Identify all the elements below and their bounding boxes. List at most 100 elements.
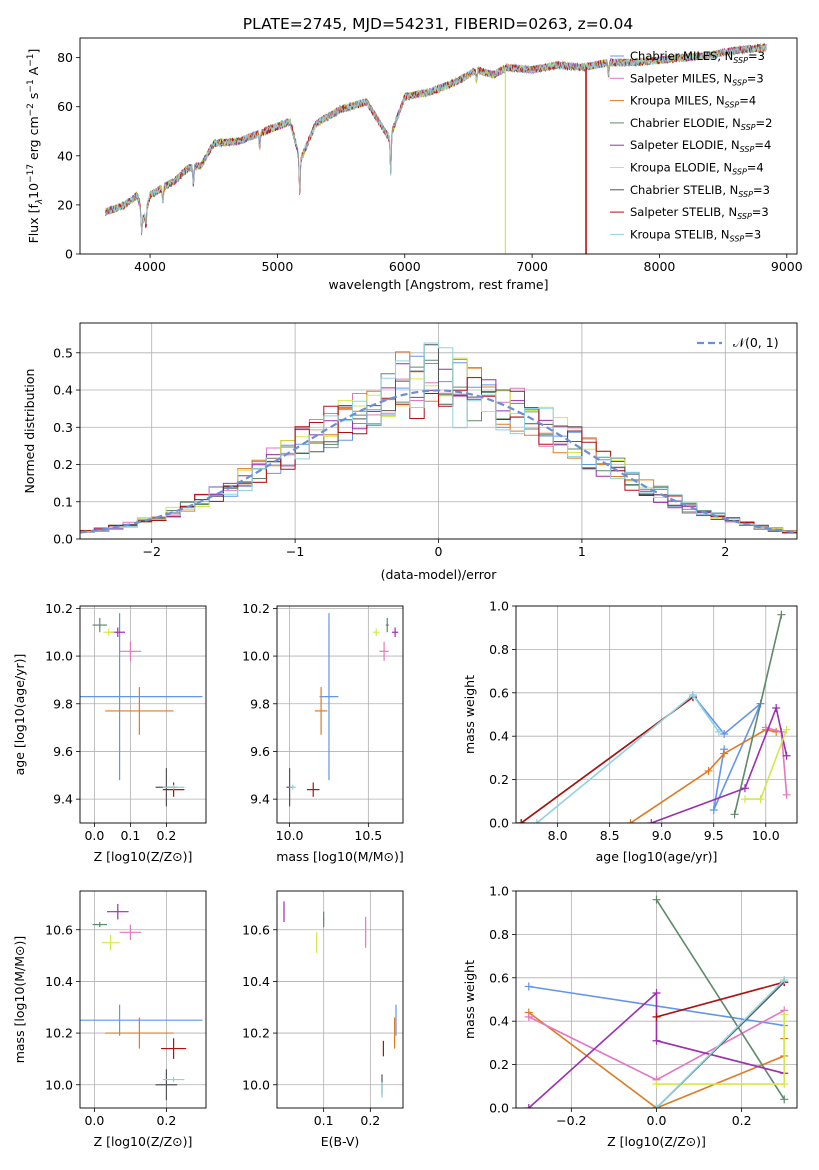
panel-spectrum: 4000 5000 6000 7000 8000 9000 0 20 40 60 80 wavelen… bbox=[26, 37, 803, 292]
x-tick-label: 10.5 bbox=[354, 828, 382, 843]
y-tick-label: 9.4 bbox=[53, 792, 73, 807]
axes-frame bbox=[79, 322, 798, 540]
x-axis-label: Z [log10(Z/Z⊙)] bbox=[94, 849, 193, 864]
x-axis-label: E(B-V) bbox=[321, 1134, 360, 1149]
y-tick-label: 1.0 bbox=[489, 884, 509, 899]
y-tick-label: 0.3 bbox=[53, 420, 73, 435]
y-tick-label: 10.0 bbox=[242, 649, 270, 664]
weight-marker bbox=[780, 1095, 789, 1104]
weight-path bbox=[655, 979, 785, 1108]
errorbar-point bbox=[365, 916, 367, 948]
y-tick-label: 9.4 bbox=[250, 792, 270, 807]
x-tick-label: 0 bbox=[435, 544, 443, 559]
y-tick-label: 60 bbox=[57, 99, 73, 114]
x-tick-label: 9000 bbox=[771, 259, 803, 274]
x-axis-label: age [log10(age/yr)] bbox=[596, 849, 718, 864]
x-axis-label: (data-model)/error bbox=[381, 567, 498, 582]
weight-marker bbox=[652, 895, 661, 904]
errorbar-point bbox=[103, 628, 115, 636]
weight-marker bbox=[772, 703, 781, 712]
errorbar-point bbox=[319, 613, 339, 781]
weight-line bbox=[730, 610, 786, 819]
axes-frame bbox=[79, 37, 798, 255]
errorbar-point bbox=[379, 641, 389, 661]
weight-marker bbox=[652, 1012, 661, 1021]
panel-mass-vs-Z: 0.0 0.2 10.0 10.2 10.4 10.6 Z [log10(Z/Z⊙)] mas… bbox=[12, 890, 207, 1149]
x-tick-label: 4000 bbox=[134, 259, 166, 274]
weight-marker bbox=[730, 810, 739, 819]
plot-area bbox=[80, 342, 797, 539]
errorbar-point bbox=[382, 1040, 384, 1057]
errorbar-point bbox=[385, 617, 389, 633]
weight-marker bbox=[782, 790, 791, 799]
errorbar-point bbox=[155, 1069, 178, 1101]
legend: Chabrier MILES, NSSP=3 Salpeter MILES, NS… bbox=[610, 49, 772, 243]
gridlines bbox=[80, 606, 206, 823]
weight-path bbox=[651, 705, 788, 823]
x-axis-label: wavelength [Angstrom, rest frame] bbox=[328, 277, 548, 292]
y-tick-label: 10.2 bbox=[45, 601, 73, 616]
plot-area bbox=[517, 610, 791, 823]
errorbar-point bbox=[306, 782, 320, 797]
errorbar-point bbox=[92, 922, 107, 928]
legend-label: Kroupa MILES, NSSP=4 bbox=[630, 94, 756, 110]
x-tick-label: −0.2 bbox=[556, 1113, 586, 1128]
errorbar-point bbox=[107, 903, 129, 920]
x-tick-label: 0.2 bbox=[360, 1113, 380, 1128]
y-axis-label: Flux [fλ10−17 erg cm−2 s−1 A−1] bbox=[26, 49, 45, 244]
y-axis-label: mass [log10(M/M⊙)] bbox=[12, 936, 27, 1064]
y-tick-label: 0.4 bbox=[53, 383, 73, 398]
errorbar-point bbox=[289, 784, 296, 790]
errorbar-point bbox=[323, 911, 325, 928]
panel-age-vs-mass: 10.0 10.5 9.4 9.6 9.8 10.0 10.2 mass [log10(M/M… bbox=[242, 601, 404, 864]
weight-marker bbox=[524, 1104, 533, 1108]
weight-marker bbox=[647, 819, 656, 823]
normal-curve bbox=[80, 389, 797, 534]
weight-marker bbox=[517, 819, 526, 823]
legend-label: Chabrier MILES, NSSP=3 bbox=[630, 49, 765, 65]
weight-marker bbox=[532, 819, 541, 823]
y-tick-label: 0.6 bbox=[489, 970, 509, 985]
axes-frame bbox=[79, 890, 207, 1109]
x-axis-label: mass [log10(M/M⊙)] bbox=[276, 849, 404, 864]
x-tick-label: 0.1 bbox=[120, 828, 140, 843]
axes-frame bbox=[276, 890, 404, 1109]
weight-marker bbox=[777, 610, 786, 619]
weight-marker bbox=[652, 1080, 661, 1089]
errorbar-point bbox=[283, 901, 285, 922]
x-tick-label: 10.0 bbox=[752, 828, 780, 843]
axes-frame bbox=[515, 890, 798, 1109]
weight-line bbox=[652, 975, 789, 1108]
hist-salpeter-stelib bbox=[80, 377, 797, 539]
y-tick-label: 10.6 bbox=[242, 922, 270, 937]
errorbar-point bbox=[105, 687, 174, 735]
y-axis-label: mass weight bbox=[462, 675, 477, 754]
plot-area bbox=[286, 613, 399, 807]
errorbar-point bbox=[161, 1038, 187, 1059]
weight-line bbox=[647, 703, 791, 823]
y-tick-label: 10.0 bbox=[45, 649, 73, 664]
y-tick-label: 9.8 bbox=[53, 696, 73, 711]
y-tick-label: 1.0 bbox=[489, 599, 509, 614]
errorbar-point bbox=[119, 924, 142, 941]
errorbar-point bbox=[395, 1004, 397, 1036]
x-tick-label: 10.0 bbox=[276, 828, 304, 843]
y-tick-label: 0 bbox=[65, 247, 73, 262]
plot-area bbox=[524, 895, 789, 1108]
errorbar-point bbox=[80, 1004, 203, 1036]
panels: 4000 5000 6000 7000 8000 9000020406080wavelen… bbox=[12, 37, 803, 1149]
x-tick-label: −1 bbox=[286, 544, 304, 559]
x-tick-label: 8000 bbox=[644, 259, 676, 274]
spectrum-line-kroupa-stelib bbox=[105, 44, 767, 234]
panel-mass-vs-ebv: 0.1 0.2 10.0 10.2 10.4 10.6 E(B-V) bbox=[242, 890, 404, 1149]
x-tick-label: 0.0 bbox=[647, 1113, 667, 1128]
weight-marker bbox=[740, 784, 749, 793]
weight-marker bbox=[782, 725, 791, 734]
weight-line bbox=[740, 725, 791, 804]
y-tick-label: 20 bbox=[57, 197, 73, 212]
weight-path bbox=[733, 614, 783, 815]
y-axis-label: mass weight bbox=[462, 960, 477, 1039]
gridlines bbox=[80, 891, 206, 1108]
y-tick-label: 40 bbox=[57, 148, 73, 163]
errorbar-point bbox=[316, 932, 318, 953]
